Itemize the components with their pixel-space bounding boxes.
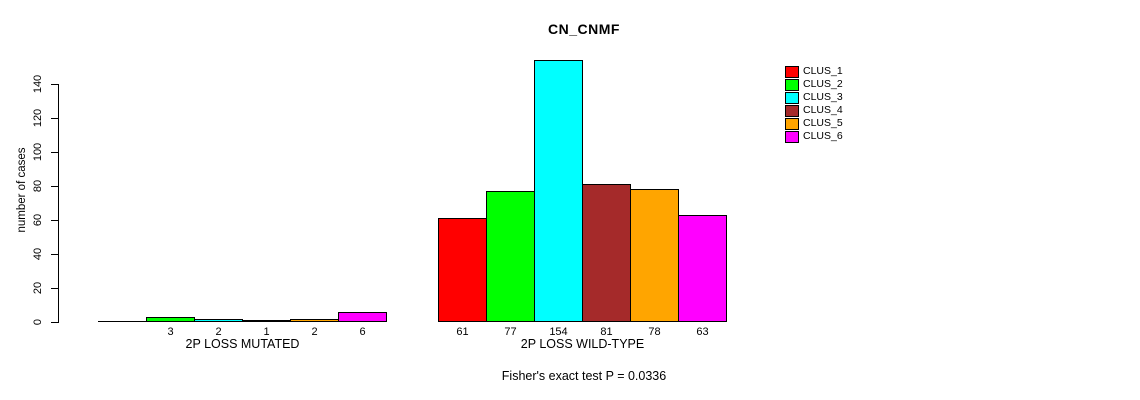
y-tick-label: 80 — [32, 179, 44, 193]
bar — [678, 215, 727, 322]
legend-entry: CLUS_5 — [785, 117, 843, 130]
y-tick-mark — [51, 152, 58, 153]
y-tick-mark — [51, 186, 58, 187]
bar-value-label: 6 — [359, 326, 366, 338]
bar-value-label: 61 — [456, 326, 469, 338]
y-axis-line — [58, 84, 59, 323]
legend-entry: CLUS_2 — [785, 78, 843, 91]
bar — [534, 60, 583, 322]
legend-color-swatch — [785, 104, 799, 117]
bar — [582, 184, 631, 322]
legend-label: CLUS_3 — [803, 91, 843, 103]
bar-value-label: 63 — [696, 326, 709, 338]
legend-color-swatch — [785, 78, 799, 91]
legend-color-swatch — [785, 65, 799, 78]
legend-color-swatch — [785, 117, 799, 130]
legend-label: CLUS_4 — [803, 104, 843, 116]
legend-color-swatch — [785, 130, 799, 143]
y-tick-mark — [51, 118, 58, 119]
legend-label: CLUS_1 — [803, 65, 843, 77]
y-tick-label: 120 — [32, 108, 44, 128]
bar-value-label: 154 — [549, 326, 568, 338]
legend-entry: CLUS_3 — [785, 91, 843, 104]
legend-entry: CLUS_4 — [785, 104, 843, 117]
y-tick-mark — [51, 322, 58, 323]
group-label-wild-type: 2P LOSS WILD-TYPE — [520, 337, 645, 351]
y-tick-label: 40 — [32, 247, 44, 261]
bar-value-label: 81 — [600, 326, 613, 338]
y-tick-mark — [51, 220, 58, 221]
bar — [146, 317, 195, 322]
y-tick-label: 140 — [32, 74, 44, 94]
legend-entry: CLUS_6 — [785, 130, 843, 143]
y-tick-label: 0 — [32, 318, 44, 326]
bar — [438, 218, 487, 322]
bar-value-label: 78 — [648, 326, 661, 338]
bar — [486, 191, 535, 322]
legend-label: CLUS_2 — [803, 78, 843, 90]
bar — [194, 319, 243, 322]
y-tick-label: 60 — [32, 213, 44, 227]
bar-value-label: 3 — [167, 326, 174, 338]
legend-entry: CLUS_1 — [785, 65, 843, 78]
bar — [338, 312, 387, 322]
group-label-mutated: 2P LOSS MUTATED — [185, 337, 300, 351]
y-tick-mark — [51, 84, 58, 85]
y-tick-label: 20 — [32, 281, 44, 295]
y-tick-mark — [51, 288, 58, 289]
bar-value-label: 2 — [311, 326, 318, 338]
bar-value-label: 77 — [504, 326, 517, 338]
bar — [242, 320, 291, 322]
fisher-test-caption: Fisher's exact test P = 0.0336 — [501, 369, 667, 383]
legend-label: CLUS_6 — [803, 130, 843, 142]
bar-zero — [98, 321, 147, 322]
bar-value-label: 1 — [263, 326, 270, 338]
y-axis-title: number of cases — [16, 147, 28, 233]
bar — [630, 189, 679, 322]
y-tick-label: 100 — [32, 142, 44, 162]
chart-title: CN_CNMF — [548, 21, 620, 37]
legend-color-swatch — [785, 91, 799, 104]
y-tick-mark — [51, 254, 58, 255]
legend-label: CLUS_5 — [803, 117, 843, 129]
bar-value-label: 2 — [215, 326, 222, 338]
bar — [290, 319, 339, 322]
